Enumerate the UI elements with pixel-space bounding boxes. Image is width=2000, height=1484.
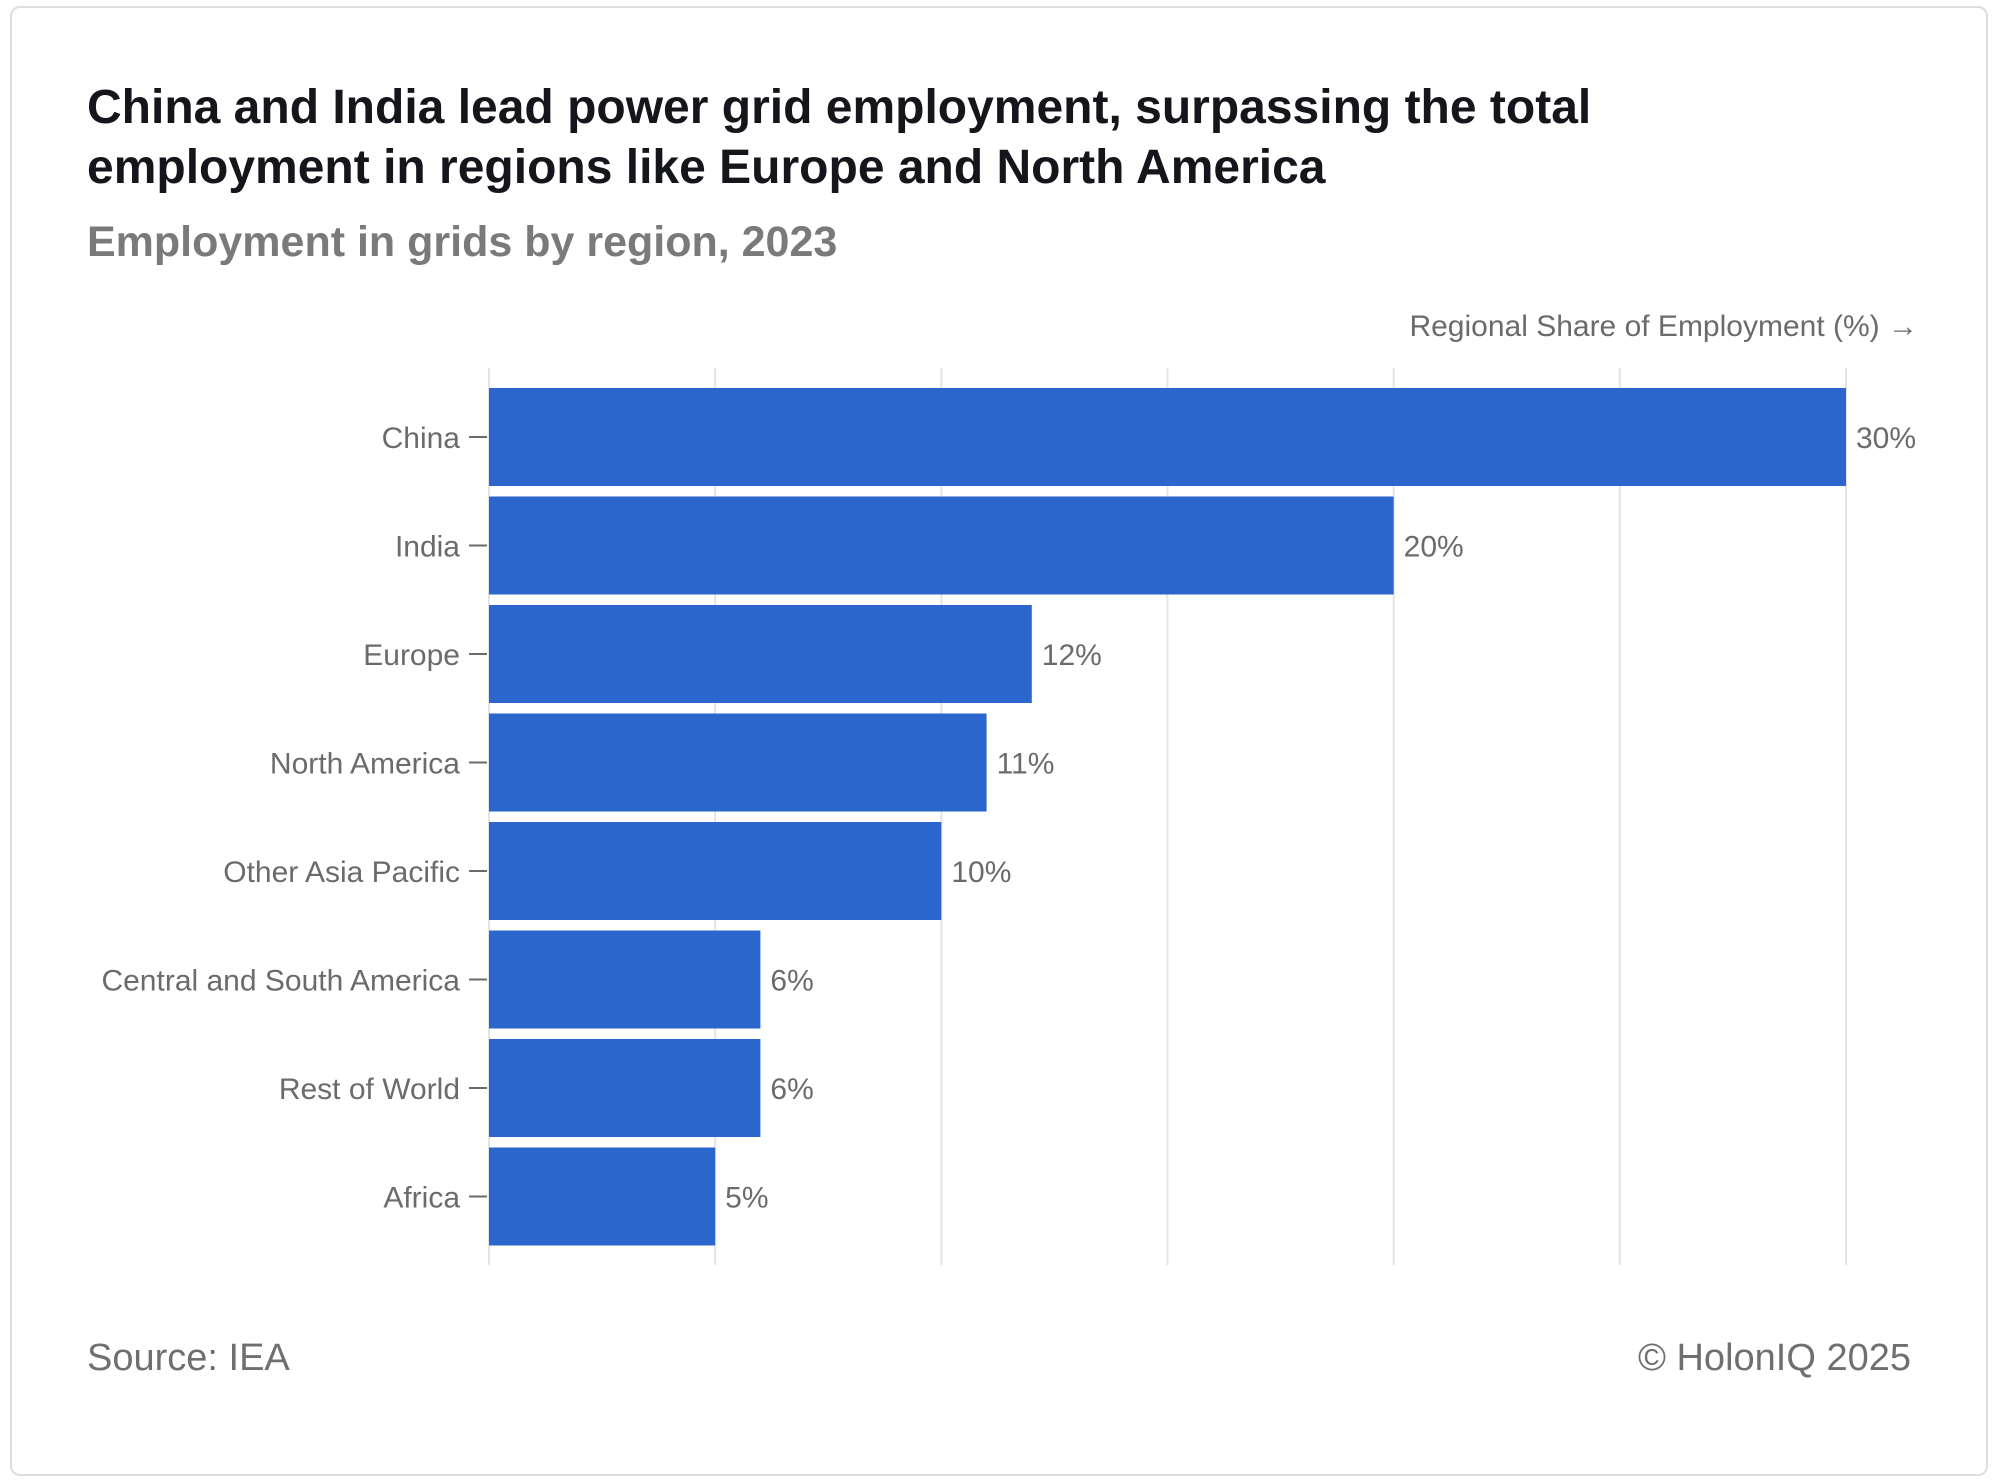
value-label: 6% [770,1073,813,1106]
bar-5 [489,930,761,1029]
category-label: China [382,422,461,455]
bar-1 [489,496,1394,595]
bar-4 [489,822,942,920]
category-label: Rest of World [279,1073,460,1106]
chart-card: China and India lead power grid employme… [10,6,1988,1476]
value-label: 10% [951,856,1011,889]
bar-3 [489,713,987,812]
bars [489,388,1846,1246]
category-label: Africa [383,1182,460,1215]
value-label: 20% [1404,531,1464,564]
chart-title: China and India lead power grid employme… [87,81,1592,194]
copyright-note: © HolonIQ 2025 [1637,1337,1911,1379]
value-label: 11% [997,748,1055,781]
value-label: 5% [725,1182,768,1215]
value-label: 30% [1856,422,1916,455]
bar-6 [489,1039,761,1137]
bar-2 [489,605,1032,703]
category-label: Other Asia Pacific [223,856,460,889]
category-label: North America [270,748,460,781]
category-label: Central and South America [101,965,460,998]
chart-subtitle: Employment in grids by region, 2023 [87,218,838,266]
value-label: 6% [770,965,813,998]
category-label: India [395,531,460,564]
category-label: Europe [363,639,460,672]
x-axis-title: Regional Share of Employment (%) → [1409,310,1918,343]
value-label: 12% [1042,639,1102,672]
source-note: Source: IEA [87,1337,290,1379]
labels: China 30% India 20% Europe 12% North America 11… [101,422,1916,1215]
bar-0 [489,388,1846,486]
bar-7 [489,1147,716,1246]
